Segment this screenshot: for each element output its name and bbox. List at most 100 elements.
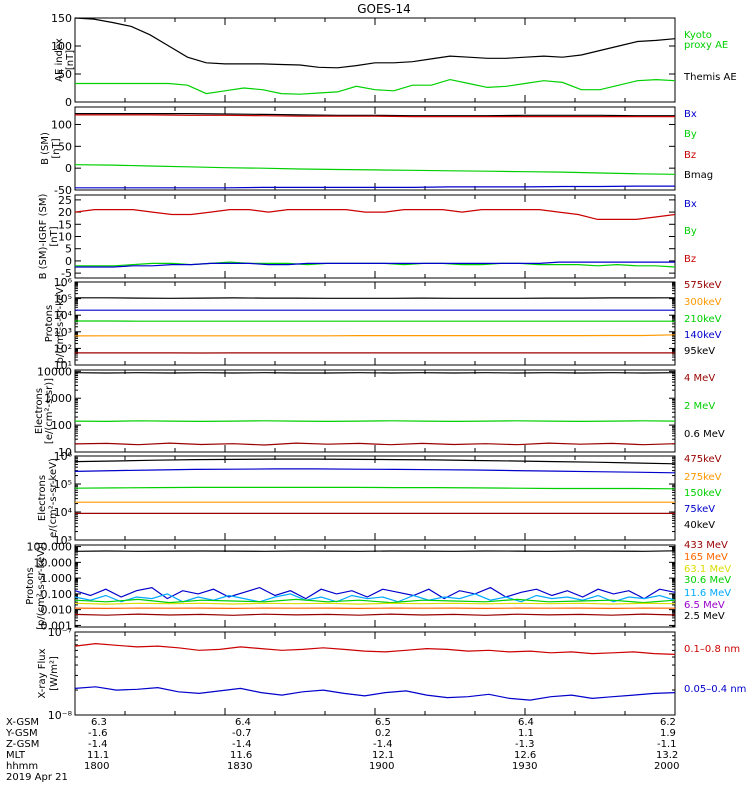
legend-entry: By bbox=[684, 226, 697, 237]
legend-entry: Themis AE bbox=[683, 72, 737, 83]
legend-entry: 11.6 MeV bbox=[684, 588, 731, 599]
y-axis-label: [nT] bbox=[51, 138, 62, 158]
y-tick-label: 10⁻⁷ bbox=[48, 626, 72, 639]
footer-date: 2019 Apr 21 bbox=[6, 772, 68, 783]
y-tick-label: 100 bbox=[51, 118, 72, 131]
legend-entry: 2.5 MeV bbox=[684, 611, 725, 622]
footer-row-ygsm: Y-GSM -1.6 -0.7 0.2 1.1 1.9 bbox=[0, 728, 750, 739]
legend-entry: Bx bbox=[684, 109, 697, 120]
y-axis-label: Electrons bbox=[34, 388, 45, 434]
y-axis-label: [nT] bbox=[49, 226, 60, 246]
footer-value: -0.7 bbox=[232, 728, 252, 739]
y-axis-label: Protons bbox=[25, 567, 36, 604]
y-axis-label: X-ray Flux bbox=[37, 648, 48, 698]
y-axis-label: AE index bbox=[54, 38, 65, 82]
y-tick-label: 10² bbox=[54, 342, 72, 355]
y-tick-label: 1000 bbox=[44, 392, 72, 405]
legend-entry: 75keV bbox=[684, 504, 715, 515]
footer-label: hhmm bbox=[6, 761, 39, 772]
y-tick-label: 10⁵ bbox=[54, 293, 72, 306]
y-tick-label: 10000 bbox=[37, 365, 72, 378]
legend-entry: 2 MeV bbox=[684, 401, 715, 412]
panel-frame bbox=[74, 369, 676, 453]
panel-frame bbox=[74, 631, 676, 716]
y-tick-label: 50 bbox=[58, 140, 72, 153]
footer-label: X-GSM bbox=[6, 717, 40, 728]
y-tick-label: -5 bbox=[61, 267, 72, 280]
y-tick-label: 50 bbox=[58, 68, 72, 81]
footer-value: -1.6 bbox=[88, 728, 108, 739]
y-tick-label: 10⁶ bbox=[54, 276, 73, 289]
footer-value: 0.2 bbox=[375, 728, 391, 739]
legend-entry: 300keV bbox=[684, 297, 722, 308]
y-axis-label: [p/(cm²-s-sr-keV)] bbox=[36, 542, 47, 630]
y-tick-label: 10³ bbox=[54, 326, 72, 339]
footer-label: MLT bbox=[6, 750, 25, 761]
series-line bbox=[74, 442, 676, 446]
y-tick-label: 10⁶ bbox=[54, 450, 73, 463]
series-line bbox=[74, 613, 676, 616]
footer-value: 1830 bbox=[227, 761, 253, 772]
y-tick-label: 10 bbox=[58, 446, 72, 459]
footer-value: 6.5 bbox=[375, 717, 391, 728]
series-line bbox=[74, 550, 676, 552]
series-line bbox=[74, 602, 676, 605]
legend-entry: 95keV bbox=[684, 346, 715, 357]
y-tick-label: 1.000 bbox=[41, 572, 73, 585]
series-line bbox=[74, 164, 676, 175]
footer-value: -1.4 bbox=[373, 739, 393, 750]
y-tick-label: 25 bbox=[58, 194, 72, 207]
legend-entry: 575keV bbox=[684, 280, 722, 291]
footer-value: -1.4 bbox=[232, 739, 252, 750]
y-axis-label: B (SM) bbox=[40, 132, 51, 165]
footer-value: 6.4 bbox=[235, 717, 251, 728]
footer-value: -1.4 bbox=[88, 739, 108, 750]
footer-label: Z-GSM bbox=[6, 739, 40, 750]
footer-value: -1.3 bbox=[515, 739, 535, 750]
legend-entry: 0.6 MeV bbox=[684, 429, 725, 440]
series-line bbox=[75, 114, 675, 118]
footer-row-date: 2019 Apr 21 bbox=[0, 772, 750, 783]
y-tick-label: 100 bbox=[51, 419, 72, 432]
y-tick-label: 0.100 bbox=[41, 588, 73, 601]
footer-value: 1930 bbox=[512, 761, 538, 772]
series-line bbox=[75, 78, 676, 95]
y-tick-label: 10.000 bbox=[34, 556, 73, 569]
footer-value: 1.9 bbox=[660, 728, 676, 739]
footer-label: Y-GSM bbox=[6, 728, 38, 739]
footer-row-mlt: MLT 11.1 11.6 12.1 12.6 13.2 bbox=[0, 750, 750, 761]
y-axis-label: [W/m²] bbox=[49, 656, 60, 691]
series-line bbox=[75, 297, 676, 299]
y-tick-label: 20 bbox=[58, 206, 72, 219]
y-axis-label: [nT] bbox=[65, 50, 76, 70]
legend-entry: Kyoto bbox=[684, 30, 712, 41]
y-tick-label: 10⁴ bbox=[54, 309, 73, 322]
y-axis-label: B (SM)-IGRF (SM) bbox=[38, 194, 49, 280]
series-line bbox=[74, 209, 676, 220]
footer-row-zgsm: Z-GSM -1.4 -1.4 -1.4 -1.3 -1.1 bbox=[0, 739, 750, 750]
y-tick-label: 10 bbox=[58, 231, 72, 244]
footer-value: 6.3 bbox=[91, 717, 107, 728]
series-line bbox=[74, 334, 676, 337]
series-line bbox=[74, 642, 676, 655]
y-axis-label: p/(cm²-s-sr-keV) bbox=[55, 283, 66, 363]
y-tick-label: 0 bbox=[65, 255, 72, 268]
series-line bbox=[74, 420, 676, 423]
footer-value: 13.2 bbox=[656, 750, 679, 761]
legend-entry: 4 MeV bbox=[684, 373, 715, 384]
y-axis-label: Protons bbox=[44, 305, 55, 342]
footer-value: -1.1 bbox=[657, 739, 677, 750]
legend-entry: 6.5 MeV bbox=[684, 600, 725, 611]
legend-entry: Bz bbox=[684, 150, 696, 161]
legend-entry: 40keV bbox=[684, 520, 715, 531]
footer-value: 6.4 bbox=[518, 717, 534, 728]
footer-value: 11.1 bbox=[87, 750, 110, 761]
series-line bbox=[74, 458, 676, 465]
legend-entry: By bbox=[684, 129, 697, 140]
plot-title: GOES-14 bbox=[357, 2, 411, 16]
legend-entry: 150keV bbox=[684, 488, 722, 499]
legend-entry: 275keV bbox=[684, 472, 722, 483]
legend-entry: 475keV bbox=[684, 454, 722, 465]
series-line bbox=[75, 112, 675, 117]
